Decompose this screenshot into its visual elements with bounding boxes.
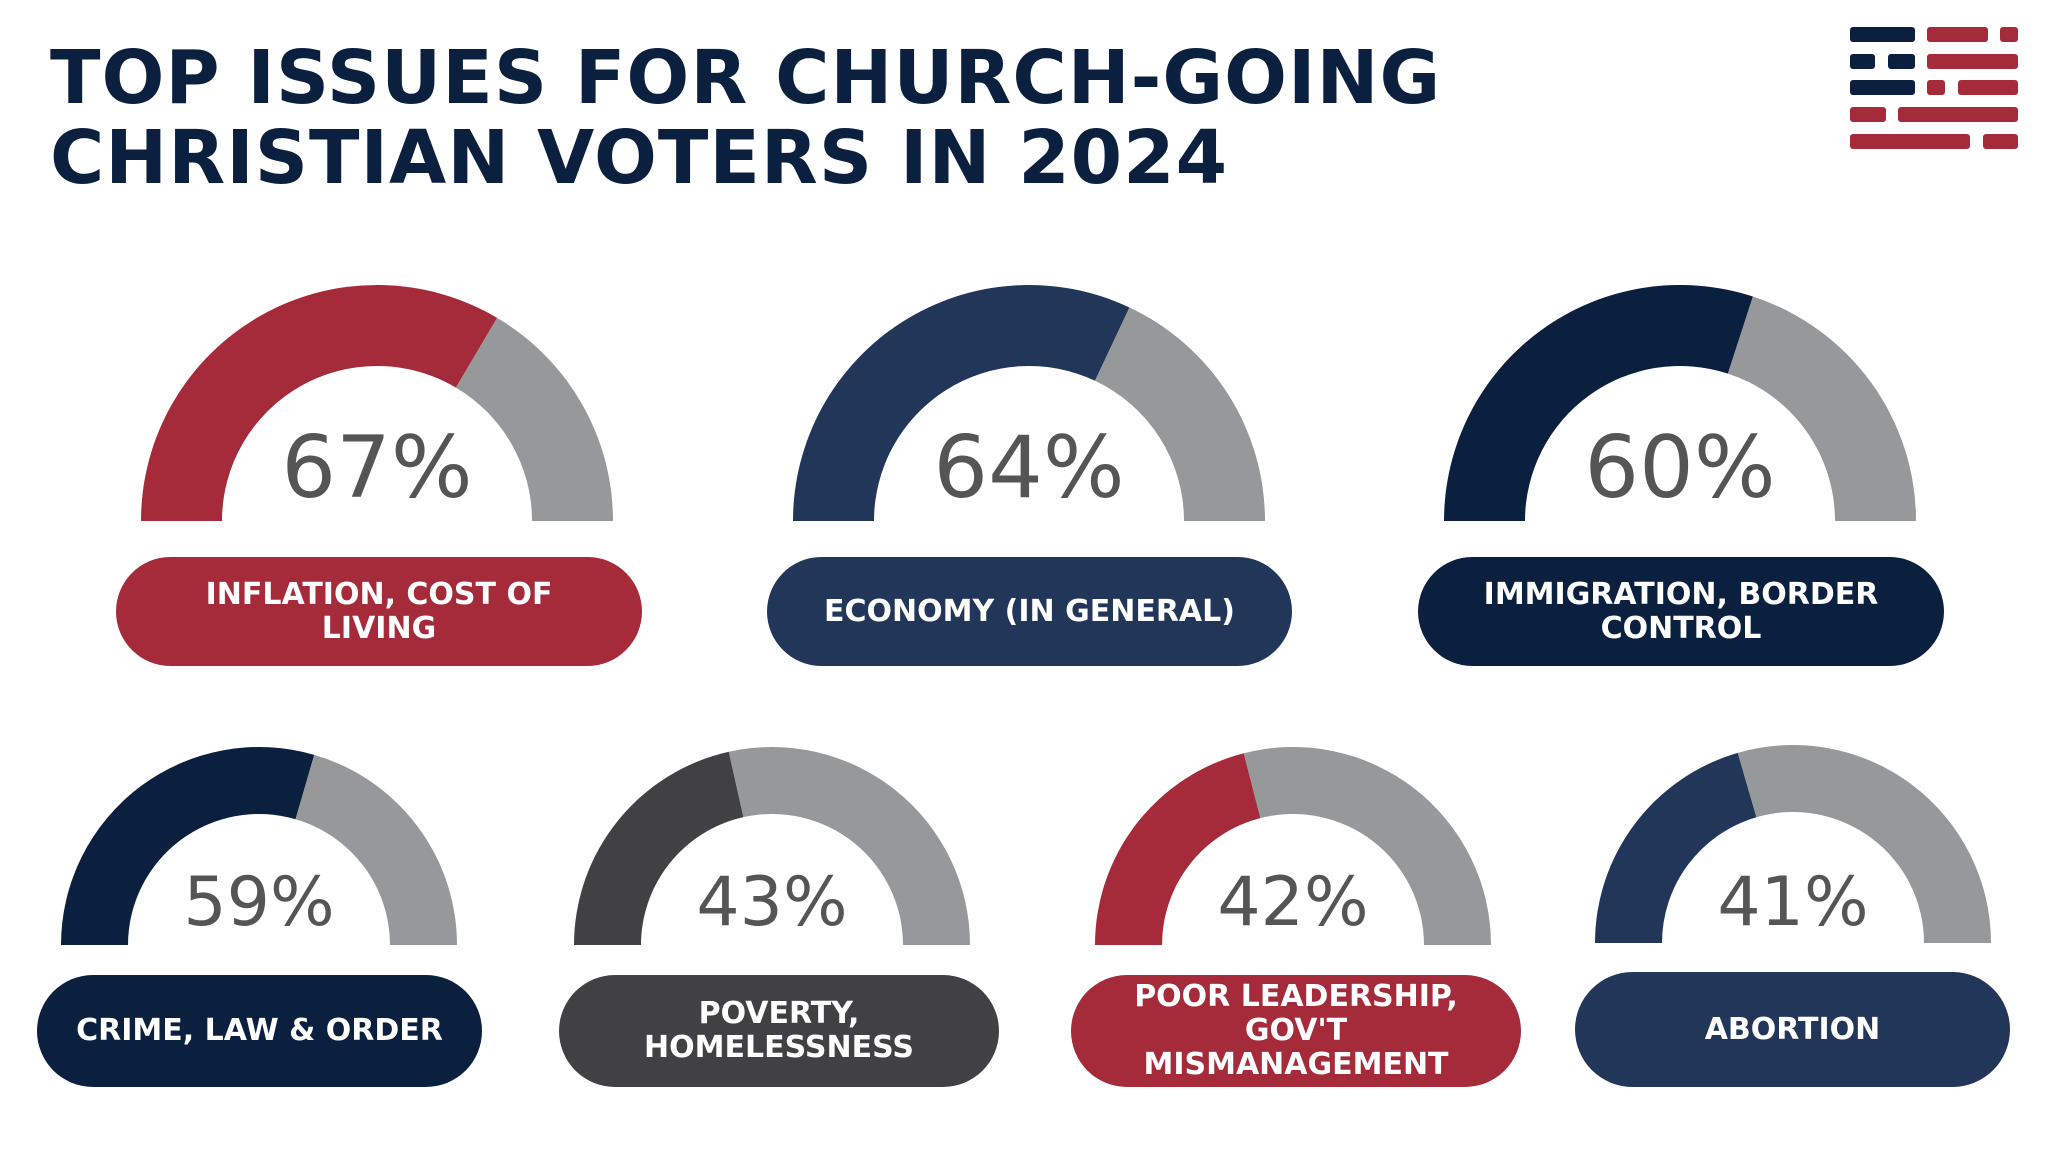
issue-label: IMMIGRATION, BORDER CONTROL (1483, 576, 1879, 646)
issue-label: CRIME, LAW & ORDER (76, 1013, 443, 1048)
issue-label-pill: ABORTION (1575, 972, 2010, 1087)
gauge-fill-arc (141, 284, 498, 521)
gauge-4: 59% (61, 747, 458, 945)
issue-label-pill: POVERTY, HOMELESSNESS (559, 975, 999, 1087)
gauge-value-label: 60% (1584, 418, 1775, 518)
gauge-5: 43% (574, 747, 970, 945)
issue-label: ECONOMY (IN GENERAL) (824, 593, 1235, 629)
issue-label-pill: IMMIGRATION, BORDER CONTROL (1418, 557, 1944, 666)
gauge-remainder-arc (1243, 747, 1491, 945)
gauge-remainder-arc (1737, 745, 1991, 943)
gauge-fill-arc (574, 751, 744, 945)
gauge-remainder-arc (455, 317, 613, 521)
gauge-fill-arc (61, 747, 315, 945)
gauge-value-label: 59% (183, 863, 334, 942)
gauge-value-label: 41% (1717, 863, 1868, 942)
gauge-7: 41% (1595, 745, 1991, 943)
gauge-1: 67% (141, 284, 613, 521)
title-line-1: TOP ISSUES FOR CHURCH-GOING (50, 35, 1442, 121)
gauge-value-label: 43% (696, 863, 847, 942)
issue-label: POVERTY, HOMELESSNESS (644, 996, 914, 1065)
gauge-fill-arc (1595, 752, 1757, 943)
title-line-2: CHRISTIAN VOTERS IN 2024 (50, 115, 1229, 201)
issue-label-pill: POOR LEADERSHIP, GOV'T MISMANAGEMENT (1071, 975, 1521, 1087)
gauge-remainder-arc (295, 754, 458, 945)
gauge-fill-arc (1444, 285, 1753, 521)
issue-label: ABORTION (1704, 1011, 1881, 1047)
gauge-6: 42% (1095, 747, 1491, 945)
issue-label: POOR LEADERSHIP, GOV'T MISMANAGEMENT (1134, 979, 1458, 1082)
issue-label-pill: INFLATION, COST OF LIVING (116, 557, 642, 666)
gauge-remainder-arc (1094, 307, 1265, 521)
issue-label-pill: CRIME, LAW & ORDER (37, 975, 482, 1087)
gauge-value-label: 42% (1217, 863, 1368, 942)
issue-label-pill: ECONOMY (IN GENERAL) (767, 557, 1292, 666)
gauge-value-label: 67% (281, 418, 472, 518)
gauge-3: 60% (1444, 285, 1916, 521)
striped-flag-logo-icon (1850, 27, 2018, 149)
gauge-remainder-arc (1727, 296, 1916, 521)
gauge-fill-arc (1095, 753, 1261, 945)
chart-title: TOP ISSUES FOR CHURCH-GOING CHRISTIAN VO… (50, 38, 1441, 198)
gauge-fill-arc (793, 284, 1130, 521)
gauge-2: 64% (793, 284, 1265, 521)
gauge-value-label: 64% (933, 418, 1124, 518)
gauge-remainder-arc (728, 747, 970, 945)
issue-label: INFLATION, COST OF LIVING (205, 576, 553, 646)
